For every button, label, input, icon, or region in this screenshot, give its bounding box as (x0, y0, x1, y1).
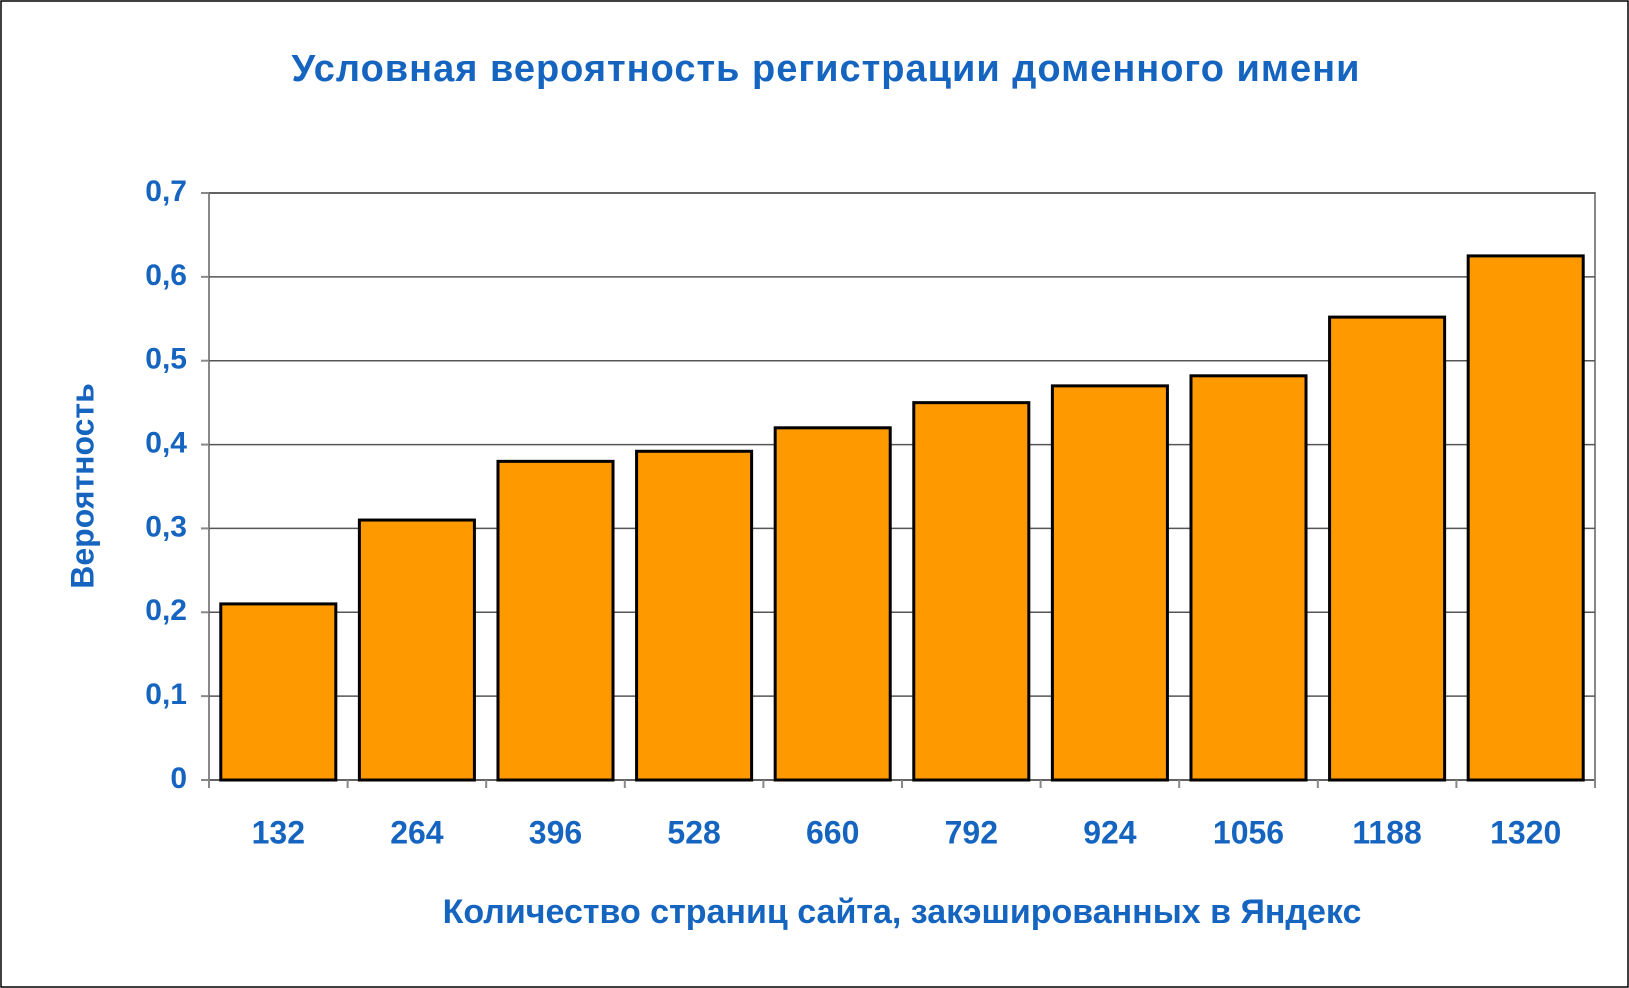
x-tick-label: 1188 (1352, 814, 1421, 850)
bar (219, 602, 338, 782)
bar (1328, 315, 1447, 782)
y-tick-label: 0,2 (145, 594, 187, 627)
y-tick-label: 0,4 (145, 426, 187, 459)
bar (496, 459, 615, 782)
x-tick-label: 792 (945, 814, 998, 850)
bar (1050, 384, 1169, 782)
x-tick-label: 396 (529, 814, 582, 850)
y-tick-label: 0,1 (145, 678, 187, 711)
x-tick-label: 1056 (1213, 814, 1284, 850)
x-tick-label: 660 (806, 814, 859, 850)
x-axis-label: Количество страниц сайта, закэшированных… (443, 893, 1362, 931)
bar (1466, 254, 1585, 782)
chart-title: Условная вероятность регистрации доменно… (292, 48, 1361, 90)
y-tick-label: 0,5 (145, 343, 187, 376)
y-axis-label: Вероятность (64, 383, 100, 589)
x-tick-label: 528 (667, 814, 720, 850)
bar (1189, 374, 1308, 782)
bar (912, 401, 1031, 782)
y-tick-label: 0,3 (145, 510, 187, 543)
y-tick-label: 0 (170, 762, 187, 795)
y-tick-label: 0,6 (145, 259, 187, 292)
x-tick-label: 132 (252, 814, 305, 850)
bar (635, 449, 754, 782)
x-tick-label: 1320 (1490, 814, 1561, 850)
y-tick-label: 0,7 (145, 175, 187, 208)
bar (773, 426, 892, 782)
x-tick-label: 924 (1083, 814, 1137, 850)
bar (357, 518, 476, 782)
x-tick-label: 264 (390, 814, 444, 850)
